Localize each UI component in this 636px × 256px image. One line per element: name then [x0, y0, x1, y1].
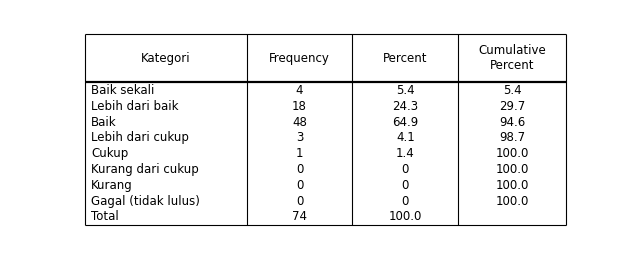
- Text: 74: 74: [292, 210, 307, 223]
- Text: 64.9: 64.9: [392, 115, 418, 129]
- Text: 100.0: 100.0: [495, 147, 529, 160]
- Text: 0: 0: [402, 163, 409, 176]
- Text: Lebih dari baik: Lebih dari baik: [92, 100, 179, 113]
- Text: 1: 1: [296, 147, 303, 160]
- Text: 5.4: 5.4: [396, 84, 415, 97]
- Text: 29.7: 29.7: [499, 100, 525, 113]
- Text: 100.0: 100.0: [389, 210, 422, 223]
- Text: Gagal (tidak lulus): Gagal (tidak lulus): [92, 195, 200, 208]
- Text: 100.0: 100.0: [495, 179, 529, 192]
- Text: 100.0: 100.0: [495, 163, 529, 176]
- Text: 4: 4: [296, 84, 303, 97]
- Text: Kurang: Kurang: [92, 179, 133, 192]
- Text: Cumulative
Percent: Cumulative Percent: [478, 44, 546, 72]
- Text: Percent: Percent: [383, 51, 427, 65]
- Text: 0: 0: [402, 195, 409, 208]
- Text: 0: 0: [296, 195, 303, 208]
- Text: Total: Total: [92, 210, 119, 223]
- Text: 98.7: 98.7: [499, 131, 525, 144]
- Text: 1.4: 1.4: [396, 147, 415, 160]
- Text: Baik: Baik: [92, 115, 117, 129]
- Text: 5.4: 5.4: [503, 84, 522, 97]
- Text: 3: 3: [296, 131, 303, 144]
- Text: 100.0: 100.0: [495, 195, 529, 208]
- Text: 4.1: 4.1: [396, 131, 415, 144]
- Text: 0: 0: [296, 179, 303, 192]
- Text: 48: 48: [292, 115, 307, 129]
- Text: Kategori: Kategori: [141, 51, 191, 65]
- Text: 94.6: 94.6: [499, 115, 525, 129]
- Text: Baik sekali: Baik sekali: [92, 84, 155, 97]
- Text: 0: 0: [402, 179, 409, 192]
- Text: 24.3: 24.3: [392, 100, 418, 113]
- Text: Kurang dari cukup: Kurang dari cukup: [92, 163, 199, 176]
- Text: 18: 18: [292, 100, 307, 113]
- Text: Lebih dari cukup: Lebih dari cukup: [92, 131, 189, 144]
- Text: Frequency: Frequency: [269, 51, 330, 65]
- Text: 0: 0: [296, 163, 303, 176]
- Text: Cukup: Cukup: [92, 147, 128, 160]
